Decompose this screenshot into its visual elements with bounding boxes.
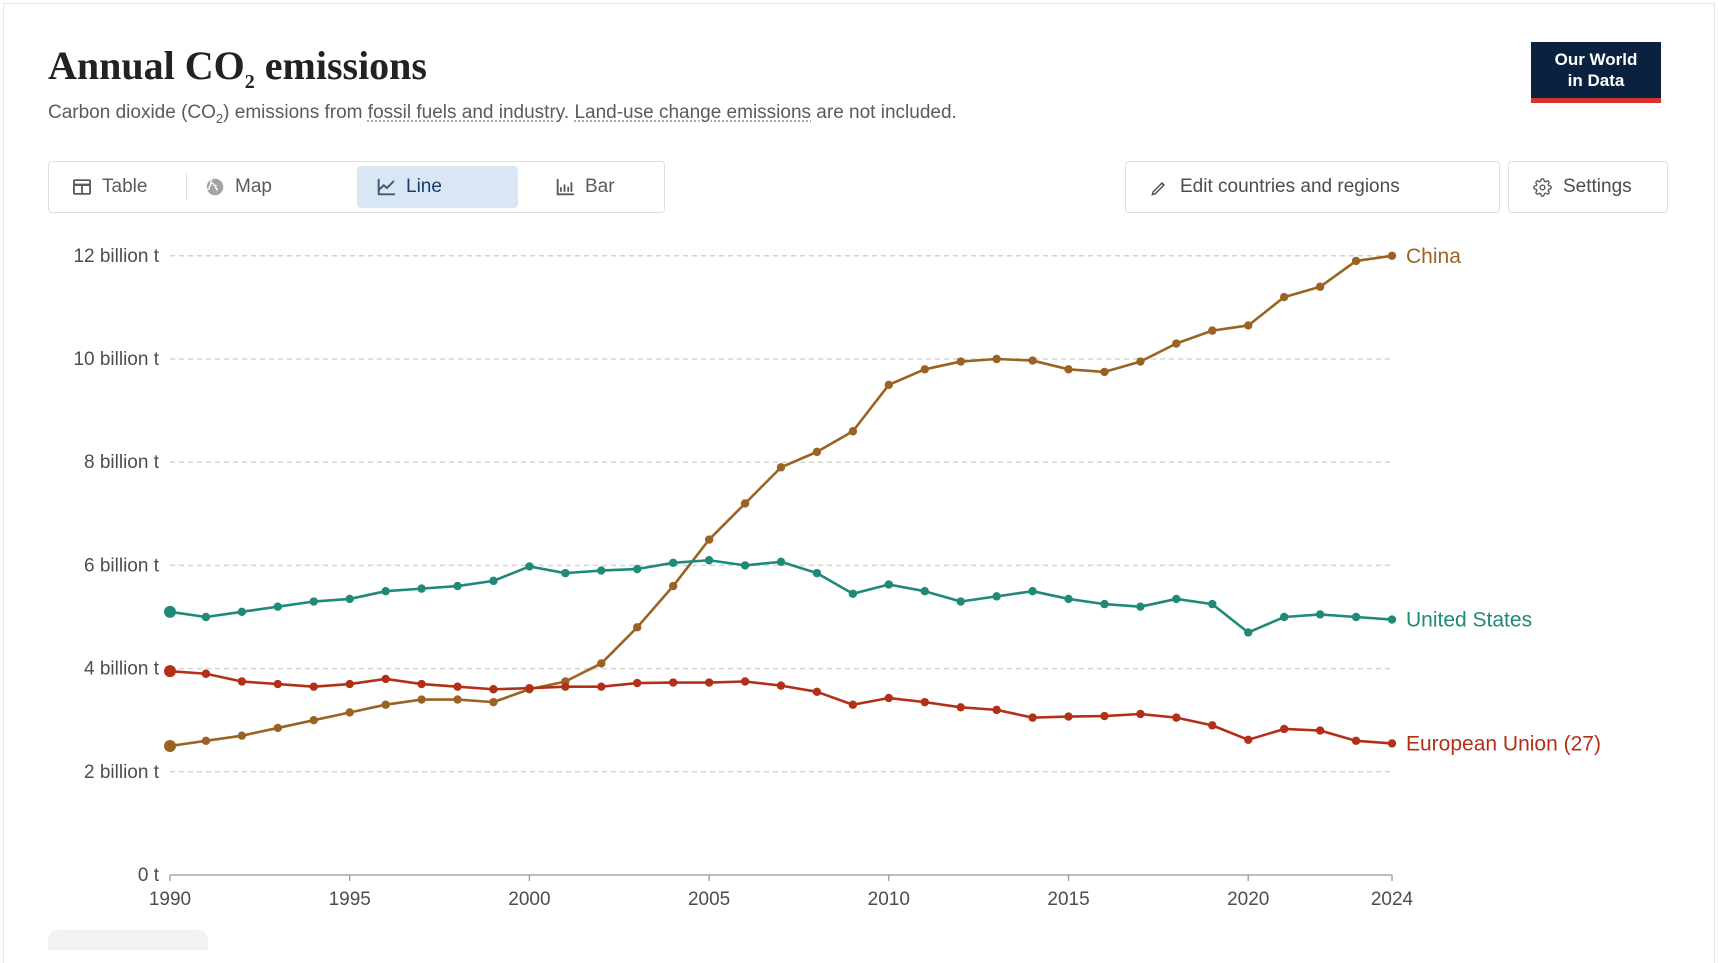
svg-text:1995: 1995	[329, 889, 371, 910]
svg-text:China: China	[1406, 245, 1461, 268]
svg-text:8 billion t: 8 billion t	[84, 452, 160, 473]
svg-text:4 billion t: 4 billion t	[84, 659, 160, 680]
svg-text:United States: United States	[1406, 609, 1532, 632]
svg-text:2000: 2000	[508, 889, 550, 910]
svg-text:12 billion t: 12 billion t	[73, 246, 159, 267]
svg-text:2 billion t: 2 billion t	[84, 762, 160, 783]
svg-text:2005: 2005	[688, 889, 730, 910]
svg-text:European Union (27): European Union (27)	[1406, 732, 1601, 755]
svg-text:0 t: 0 t	[138, 865, 160, 886]
svg-text:10 billion t: 10 billion t	[73, 349, 159, 370]
svg-text:1990: 1990	[149, 889, 191, 910]
svg-text:2020: 2020	[1227, 889, 1269, 910]
svg-text:2010: 2010	[868, 889, 910, 910]
svg-text:2024: 2024	[1371, 889, 1414, 910]
svg-text:2015: 2015	[1047, 889, 1089, 910]
svg-text:6 billion t: 6 billion t	[84, 555, 160, 576]
